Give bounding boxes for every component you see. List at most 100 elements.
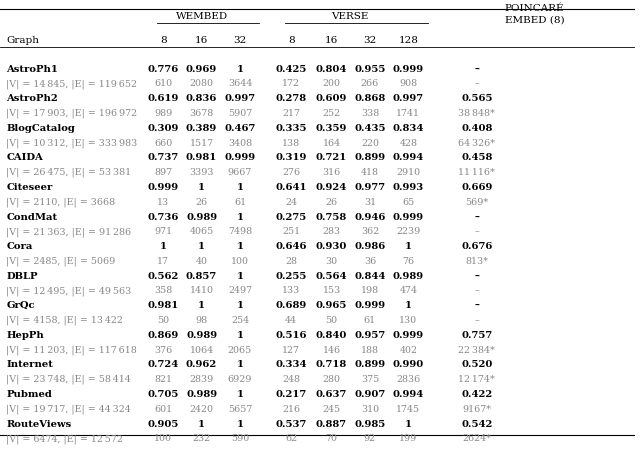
Text: 2080: 2080: [189, 79, 214, 88]
Text: AstroPh1: AstroPh1: [6, 65, 58, 73]
Text: –: –: [474, 212, 479, 221]
Text: Cora: Cora: [6, 242, 33, 250]
Text: 0.309: 0.309: [147, 124, 179, 132]
Text: 100: 100: [231, 257, 249, 265]
Text: 3678: 3678: [189, 109, 214, 118]
Text: 0.836: 0.836: [186, 94, 218, 103]
Text: 216: 216: [282, 404, 300, 413]
Text: 1: 1: [198, 419, 205, 427]
Text: 232: 232: [193, 434, 211, 442]
Text: 38 848*: 38 848*: [458, 109, 495, 118]
Text: 12 174*: 12 174*: [458, 375, 495, 383]
Text: |V| = 23 748, |E| = 58 414: |V| = 23 748, |E| = 58 414: [6, 374, 131, 384]
Text: 0.721: 0.721: [316, 153, 347, 162]
Text: 0.389: 0.389: [186, 124, 217, 132]
Text: 0.957: 0.957: [355, 330, 385, 339]
Text: 2497: 2497: [228, 286, 252, 295]
Text: 813*: 813*: [465, 257, 488, 265]
Text: 0.408: 0.408: [461, 124, 493, 132]
Text: 32: 32: [364, 36, 376, 45]
Text: 0.319: 0.319: [275, 153, 307, 162]
Text: 1: 1: [237, 330, 243, 339]
Text: 0.646: 0.646: [275, 242, 307, 250]
Text: 198: 198: [361, 286, 379, 295]
Text: 1: 1: [237, 65, 243, 73]
Text: 0.425: 0.425: [275, 65, 307, 73]
Text: 146: 146: [323, 345, 340, 354]
Text: 1: 1: [198, 242, 205, 250]
Text: 0.997: 0.997: [393, 94, 424, 103]
Text: POINCARÉ
EMBED (8): POINCARÉ EMBED (8): [504, 4, 564, 24]
Text: 5657: 5657: [228, 404, 252, 413]
Text: 2624*: 2624*: [462, 434, 492, 442]
Text: 251: 251: [282, 227, 300, 236]
Text: VERSE: VERSE: [331, 12, 369, 21]
Text: 0.737: 0.737: [148, 153, 179, 162]
Text: 590: 590: [231, 434, 249, 442]
Text: 32: 32: [234, 36, 246, 45]
Text: 1: 1: [405, 301, 412, 309]
Text: 0.899: 0.899: [355, 153, 385, 162]
Text: 0.990: 0.990: [393, 360, 424, 368]
Text: 2839: 2839: [189, 375, 214, 383]
Text: 1: 1: [160, 242, 166, 250]
Text: 130: 130: [399, 316, 417, 324]
Text: 0.985: 0.985: [355, 419, 385, 427]
Text: 138: 138: [282, 139, 300, 147]
Text: 0.986: 0.986: [355, 242, 385, 250]
Text: 70: 70: [326, 434, 337, 442]
Text: –: –: [474, 65, 479, 73]
Text: 0.907: 0.907: [355, 389, 385, 398]
Text: 62: 62: [285, 434, 297, 442]
Text: Pubmed: Pubmed: [6, 389, 52, 398]
Text: |V| = 2485, |E| = 5069: |V| = 2485, |E| = 5069: [6, 256, 116, 266]
Text: 0.804: 0.804: [316, 65, 348, 73]
Text: 0.989: 0.989: [186, 330, 217, 339]
Text: 9667: 9667: [228, 168, 252, 177]
Text: Internet: Internet: [6, 360, 53, 368]
Text: 276: 276: [282, 168, 300, 177]
Text: 1: 1: [405, 242, 412, 250]
Text: 1064: 1064: [189, 345, 214, 354]
Text: 908: 908: [399, 79, 417, 88]
Text: 0.840: 0.840: [316, 330, 348, 339]
Text: 254: 254: [231, 316, 249, 324]
Text: 0.905: 0.905: [147, 419, 179, 427]
Text: 0.899: 0.899: [355, 360, 385, 368]
Text: 1: 1: [237, 212, 243, 221]
Text: |V| = 12 495, |E| = 49 563: |V| = 12 495, |E| = 49 563: [6, 286, 132, 295]
Text: 0.869: 0.869: [148, 330, 179, 339]
Text: 601: 601: [154, 404, 172, 413]
Text: 316: 316: [323, 168, 340, 177]
Text: 0.757: 0.757: [461, 330, 492, 339]
Text: |V| = 19 717, |E| = 44 324: |V| = 19 717, |E| = 44 324: [6, 404, 131, 413]
Text: 0.994: 0.994: [393, 153, 424, 162]
Text: 1: 1: [237, 183, 243, 191]
Text: 0.217: 0.217: [276, 389, 307, 398]
Text: 375: 375: [361, 375, 379, 383]
Text: –: –: [474, 316, 479, 324]
Text: 16: 16: [325, 36, 338, 45]
Text: Graph: Graph: [6, 36, 40, 45]
Text: |V| = 2110, |E| = 3668: |V| = 2110, |E| = 3668: [6, 197, 116, 207]
Text: 30: 30: [326, 257, 337, 265]
Text: 0.981: 0.981: [148, 301, 179, 309]
Text: 50: 50: [157, 316, 169, 324]
Text: 3408: 3408: [228, 139, 252, 147]
Text: 0.359: 0.359: [316, 124, 348, 132]
Text: 402: 402: [399, 345, 417, 354]
Text: 24: 24: [285, 198, 297, 206]
Text: 1: 1: [237, 360, 243, 368]
Text: 0.422: 0.422: [461, 389, 492, 398]
Text: 0.619: 0.619: [147, 94, 179, 103]
Text: 217: 217: [282, 109, 300, 118]
Text: 40: 40: [196, 257, 207, 265]
Text: 0.969: 0.969: [186, 65, 217, 73]
Text: 0.887: 0.887: [316, 419, 347, 427]
Text: 0.946: 0.946: [354, 212, 386, 221]
Text: 0.989: 0.989: [186, 389, 217, 398]
Text: 0.930: 0.930: [316, 242, 348, 250]
Text: 0.844: 0.844: [354, 271, 386, 280]
Text: –: –: [474, 79, 479, 88]
Text: 220: 220: [361, 139, 379, 147]
